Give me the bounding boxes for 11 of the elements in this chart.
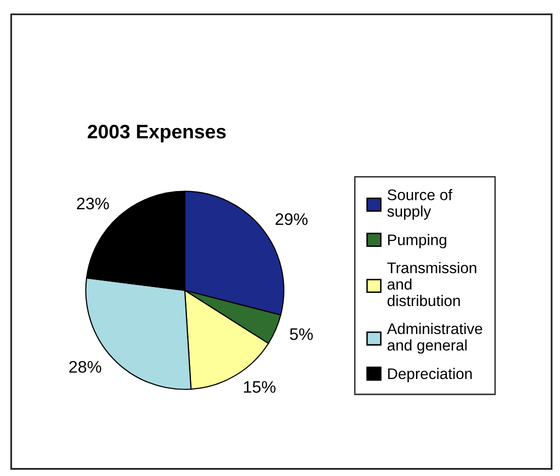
data-label: 23% bbox=[76, 198, 109, 210]
legend-label: Depreciation bbox=[388, 368, 472, 382]
data-label: 15% bbox=[244, 381, 276, 393]
legend-label: Pumping bbox=[388, 234, 446, 248]
data-label: 29% bbox=[276, 213, 308, 226]
legend-label: Administrative and general bbox=[386, 322, 482, 354]
legend-label: Transmission and distribution bbox=[387, 262, 476, 306]
data-label: 28% bbox=[69, 360, 102, 373]
chart-title: 2003 Expenses bbox=[88, 124, 226, 142]
data-label: 5% bbox=[290, 328, 313, 340]
legend-label: Source of supply bbox=[387, 189, 452, 220]
